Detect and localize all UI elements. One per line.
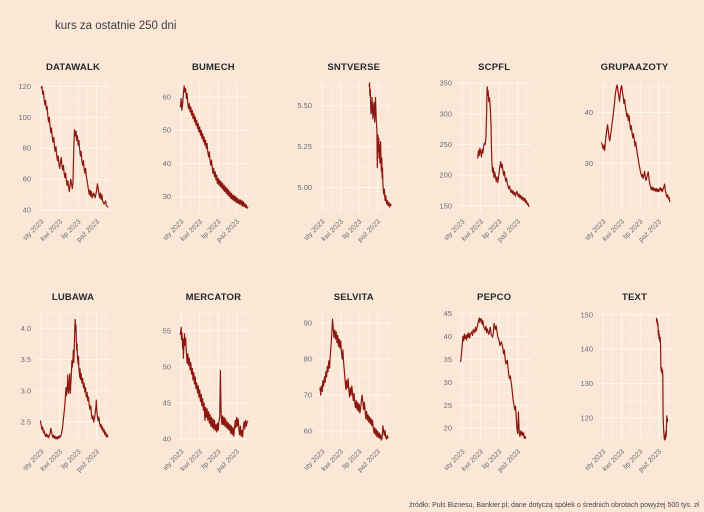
y-axis-tick-label: 35 (444, 355, 452, 364)
facet-pepco: PEPCO 20 25 30 35 40 45 sty 2023 kwi 2023 lip 20… (423, 290, 563, 490)
price-line (600, 84, 670, 203)
facet-sntverse: SNTVERSE 5.00 5.25 5.50 sty 2023 kwi 2023 lip… (283, 60, 423, 260)
facet-title: SNTVERSE (327, 62, 381, 73)
y-axis-tick-label: 200 (440, 171, 453, 180)
y-axis-tick-label: 80 (303, 354, 311, 363)
source-note: źródło: Puls Biznesu, Bankier.pl; dane d… (409, 502, 699, 509)
y-axis-tick-label: 45 (163, 399, 171, 408)
y-axis-tick-label: 40 (163, 159, 171, 168)
y-axis-tick-label: 3.5 (21, 355, 31, 364)
y-axis-tick-label: 50 (163, 126, 171, 135)
price-line (477, 86, 530, 208)
y-axis-tick-label: 40 (23, 206, 31, 215)
facet-title: GRUPAAZOTY (600, 62, 669, 73)
price-line (319, 318, 389, 441)
y-axis-tick-label: 5.00 (297, 183, 312, 192)
facet-scpfl: SCPFL 150 200 250 300 350 sty 2023 kwi 2023 lip… (423, 60, 563, 260)
y-axis-tick-label: 40 (584, 108, 592, 117)
y-axis-tick-label: 350 (440, 79, 453, 88)
y-axis-tick-label: 45 (444, 309, 452, 318)
page-title: kurs za ostatnie 250 dni (55, 20, 177, 32)
facet-grupaazoty: GRUPAAZOTY 30 40 sty 2023 kwi 2023 lip 2023 p… (564, 60, 704, 260)
y-axis-tick-label: 120 (580, 413, 593, 422)
y-axis-tick-label: 25 (444, 401, 452, 410)
y-axis-tick-label: 4.0 (21, 324, 31, 333)
y-axis-tick-label: 60 (23, 175, 31, 184)
y-axis-tick-label: 2.5 (21, 418, 31, 427)
facet-title: TEXT (622, 292, 648, 303)
facet-lubawa: LUBAWA 2.5 3.0 3.5 4.0 sty 2023 kwi 2023 lip 2… (2, 290, 142, 490)
y-axis-tick-label: 3.0 (21, 386, 31, 395)
price-line (655, 317, 668, 441)
y-axis-tick-label: 50 (163, 362, 171, 371)
facet-title: SCPFL (478, 62, 511, 73)
y-axis-tick-label: 80 (23, 144, 31, 153)
facet-selvita: SELVITA 60 70 80 90 sty 2023 kwi 2023 lip 2023… (283, 290, 423, 490)
y-axis-tick-label: 130 (580, 379, 593, 388)
y-axis-tick-label: 100 (18, 113, 31, 122)
facet-title: LUBAWA (51, 292, 95, 303)
y-axis-tick-label: 30 (163, 192, 171, 201)
facet-bumech: BUMECH 30 40 50 60 sty 2023 kwi 2023 lip 2023 p… (142, 60, 282, 260)
price-line (40, 85, 109, 208)
y-axis-tick-label: 90 (303, 318, 311, 327)
facet-mercator: MERCATOR 40 45 50 55 sty 2023 kwi 2023 lip 202… (142, 290, 282, 490)
y-axis-tick-label: 30 (444, 378, 452, 387)
y-axis-tick-label: 5.50 (297, 101, 312, 110)
y-axis-tick-label: 20 (444, 424, 452, 433)
y-axis-tick-label: 5.25 (297, 142, 312, 151)
y-axis-tick-label: 150 (580, 310, 593, 319)
price-line (180, 85, 249, 209)
price-line (180, 326, 249, 438)
y-axis-tick-label: 60 (303, 427, 311, 436)
y-axis-tick-label: 40 (163, 435, 171, 444)
y-axis-tick-label: 60 (163, 92, 171, 101)
y-axis-tick-label: 250 (440, 140, 453, 149)
facet-title: BUMECH (191, 62, 235, 73)
facet-row-bottom: LUBAWA 2.5 3.0 3.5 4.0 sty 2023 kwi 2023 lip 2… (2, 290, 704, 490)
facet-row-top: DATAWALK 40 60 80 100 120 sty 2023 kwi 2023 lip… (2, 60, 704, 260)
y-axis-tick-label: 120 (18, 82, 31, 91)
facet-title: MERCATOR (185, 292, 242, 303)
facet-text: TEXT 120 130 140 150 sty 2023 kwi 2023 lip 202… (564, 290, 704, 490)
y-axis-tick-label: 140 (580, 345, 593, 354)
y-axis-tick-label: 300 (440, 109, 453, 118)
facet-datawalk: DATAWALK 40 60 80 100 120 sty 2023 kwi 2023 lip… (2, 60, 142, 260)
price-line (368, 82, 392, 208)
price-line (39, 318, 109, 440)
y-axis-tick-label: 150 (440, 201, 453, 210)
facet-title: SELVITA (333, 292, 374, 303)
y-axis-tick-label: 30 (584, 159, 592, 168)
facet-title: PEPCO (477, 292, 512, 303)
price-line (460, 317, 527, 439)
facet-title: DATAWALK (45, 62, 101, 73)
y-axis-tick-label: 55 (163, 326, 171, 335)
y-axis-tick-label: 40 (444, 332, 452, 341)
y-axis-tick-label: 70 (303, 391, 311, 400)
